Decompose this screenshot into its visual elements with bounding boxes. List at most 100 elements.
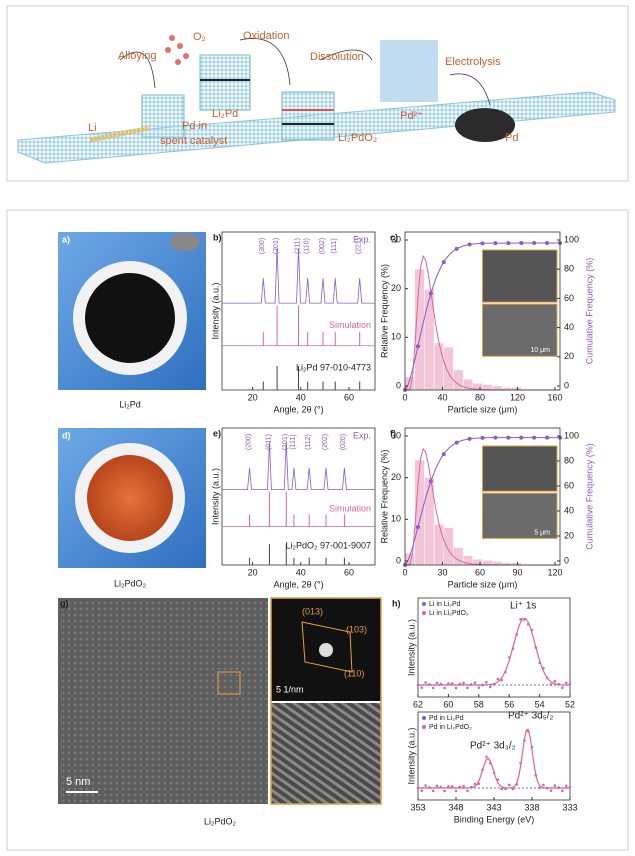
data-point	[420, 686, 424, 689]
data-point	[466, 686, 469, 690]
label: Electrolysis	[445, 56, 501, 68]
x-tick-label: 0	[402, 392, 407, 402]
scale-label: 10 μm	[530, 347, 550, 354]
axis-label: Intensity (a.u.)	[406, 727, 416, 784]
axis-label: Intensity (a.u.)	[210, 468, 220, 525]
axis-label: Cumulative Frequency (%)	[584, 258, 594, 365]
axis-label: Particle size (μm)	[448, 404, 518, 414]
cube	[141, 94, 185, 138]
sample	[85, 273, 175, 363]
x-tick-label: 60	[344, 567, 354, 577]
saed-center	[319, 643, 333, 657]
x-tick-label: 40	[296, 567, 306, 577]
label: O₂	[193, 31, 206, 43]
histogram-bar	[453, 369, 464, 391]
scale-label: 5 1/nm	[276, 684, 304, 694]
data-point	[549, 789, 553, 792]
plot-frame	[404, 427, 561, 566]
x-tick-label: 60	[475, 567, 485, 577]
peak-label: (101)	[282, 434, 289, 450]
panel-letter: f)	[390, 428, 396, 438]
data-point	[462, 784, 465, 788]
y-tick-label: 30	[391, 234, 401, 244]
peak-label: (111)	[331, 238, 338, 253]
data-point	[488, 685, 492, 689]
axis-label: Intensity (a.u.)	[210, 282, 220, 339]
legend: Li in Li₂PdO₂	[429, 610, 469, 617]
peak-label: (111)	[290, 434, 297, 449]
data-point	[424, 784, 427, 787]
plot-frame	[221, 427, 376, 566]
data-point	[473, 681, 477, 684]
label: Pd²⁺	[400, 110, 423, 122]
label: Li₂Pd	[212, 108, 238, 120]
legend: Pd in Li₂PdO₂	[429, 724, 472, 731]
y-tick-label: 0	[396, 380, 401, 390]
legend: Pd in Li₂Pd	[429, 715, 464, 722]
peak-label: (110)	[304, 238, 311, 254]
data-point	[435, 784, 439, 788]
axis-label: Angle, 2θ (°)	[273, 404, 323, 414]
cube	[281, 91, 335, 141]
data-point	[450, 785, 454, 788]
y-tick-label: 30	[391, 430, 401, 440]
data-point	[511, 787, 515, 791]
peak-label: (201)	[273, 238, 280, 254]
data-point	[424, 681, 427, 684]
plot-frame	[404, 231, 561, 391]
label: spent catalyst	[160, 135, 227, 147]
x-tick-label: 58	[474, 699, 484, 709]
data-point	[553, 784, 557, 787]
x-tick-label: 80	[475, 392, 485, 402]
exp-curve	[222, 248, 375, 304]
caption: Li₂Pd	[119, 399, 141, 409]
cum-curve	[404, 242, 560, 391]
saed-label: (013)	[302, 606, 323, 616]
data-point	[477, 686, 481, 689]
data-point	[564, 784, 568, 788]
x-tick-label: 40	[296, 392, 306, 402]
axis-label: Cumulative Frequency (%)	[584, 443, 594, 550]
plot-frame	[417, 597, 571, 698]
y-tick-label: 20	[564, 530, 574, 540]
peak-label: Pd²⁺ 3d₃/₂	[470, 741, 516, 752]
caption: Li₂PdO₂	[204, 816, 237, 826]
legend: Li₂PdO₂ 97-001-9007	[285, 540, 371, 550]
x-tick-label: 20	[248, 567, 258, 577]
sample	[87, 455, 173, 541]
y-tick-label: 10	[391, 332, 401, 342]
y-tick-label: 0	[564, 380, 569, 390]
panel-letter: g)	[60, 598, 69, 608]
data-point	[435, 681, 439, 685]
panel-letter: h)	[392, 598, 401, 608]
axis-label: Relative Frequency (%)	[379, 449, 389, 543]
li-chain	[89, 125, 151, 143]
roi-box	[217, 671, 241, 695]
y-tick-label: 100	[564, 234, 579, 244]
arrow	[239, 38, 291, 86]
data-point	[553, 680, 557, 683]
inset-frame	[270, 597, 382, 805]
x-tick-label: 60	[443, 699, 453, 709]
y-tick-label: 0	[396, 555, 401, 565]
histogram-bar	[433, 342, 444, 391]
data-point	[485, 755, 488, 759]
x-tick-label: 54	[535, 699, 545, 709]
data-point	[420, 789, 424, 792]
x-tick-label: 343	[486, 802, 501, 812]
y-tick-label: 20	[391, 472, 401, 482]
label: Alloying	[118, 50, 157, 62]
data-point	[496, 677, 500, 681]
data-point	[447, 785, 450, 788]
y-tick-label: 60	[564, 293, 574, 303]
histogram-bar	[433, 523, 444, 566]
x-tick-label: 333	[562, 802, 577, 812]
y-tick-label: 80	[564, 264, 574, 274]
y-tick-label: 20	[564, 351, 574, 361]
legend: Exp.	[353, 430, 371, 440]
o2-molecules	[165, 35, 189, 65]
data-point	[561, 789, 564, 793]
label: Dissolution	[310, 51, 364, 63]
caption: Li₂PdO₂	[114, 578, 147, 588]
